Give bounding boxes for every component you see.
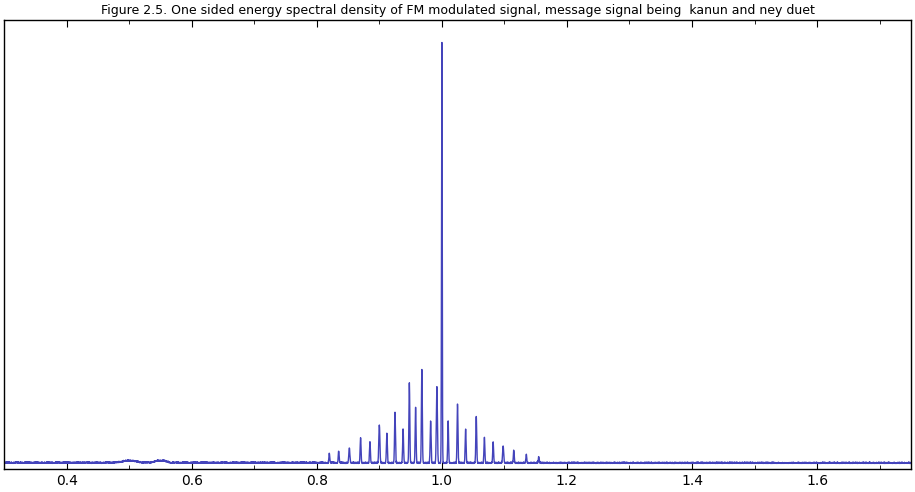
Title: Figure 2.5. One sided energy spectral density of FM modulated signal, message si: Figure 2.5. One sided energy spectral de… [101,4,814,17]
